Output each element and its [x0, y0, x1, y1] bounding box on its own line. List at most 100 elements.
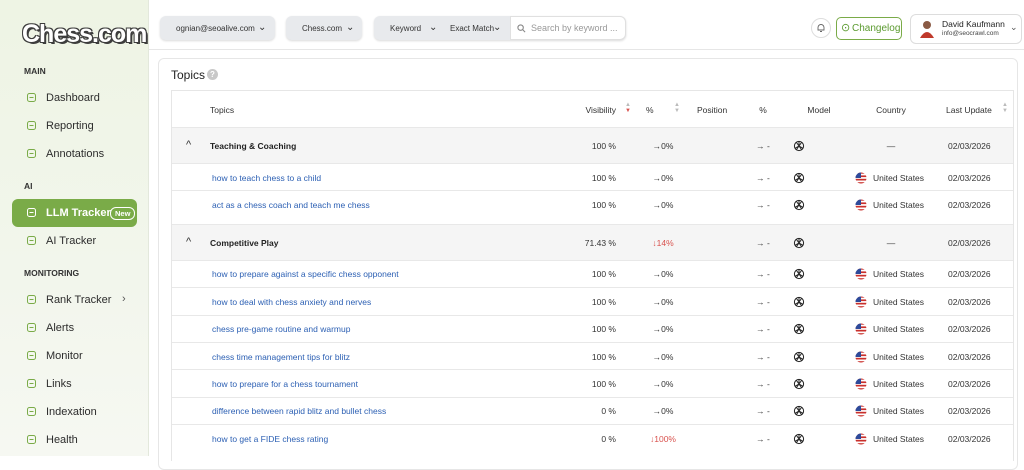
topic-row: how to get a FIDE chess rating 0 % ↓100% → …	[172, 424, 1013, 452]
column-header[interactable]: Visibility	[585, 105, 616, 115]
position: → -	[756, 324, 770, 335]
flag-icon	[855, 268, 867, 282]
column-header[interactable]: Last Update	[946, 105, 992, 115]
topic[interactable]: chess pre-game routine and warmup	[212, 324, 351, 335]
column-header[interactable]: %	[759, 105, 767, 115]
sort-icon[interactable]: ▲ ▼	[1002, 102, 1008, 114]
group-row[interactable]: ^ Teaching & Coaching 100 % →0% → - — 02/03/20…	[172, 127, 1013, 164]
model-icon	[793, 433, 805, 447]
match-type[interactable]: Exact Match	[450, 24, 495, 33]
group-row[interactable]: ^ Competitive Play 71.43 % ↓14% → - — 02/03/20…	[172, 223, 1013, 261]
country: United States	[873, 433, 925, 444]
nav-item[interactable]: LLM Tracker New	[12, 199, 137, 227]
flag-icon	[855, 296, 867, 310]
column-header[interactable]: Model	[807, 105, 831, 115]
user-email: info@seocrawl.com	[942, 30, 999, 37]
change: →0%	[652, 172, 674, 183]
nav-item[interactable]: Links	[12, 370, 137, 398]
nav-icon	[27, 149, 36, 158]
collapse-toggle[interactable]: ^	[186, 235, 192, 248]
position: → -	[756, 172, 770, 183]
search-input[interactable]: Search by keyword ...	[510, 16, 626, 40]
visibility: 100 %	[591, 379, 616, 390]
collapse-toggle[interactable]: ^	[186, 139, 192, 151]
position: → -	[756, 351, 770, 362]
topic-row: difference between rapid blitz and bulle…	[172, 396, 1013, 425]
topic[interactable]: how to prepare for a chess tournament	[212, 379, 358, 390]
changelog-label: Changelog	[852, 23, 901, 34]
account-select[interactable]: ognian@seoalive.com ⌄	[160, 16, 275, 40]
column-header[interactable]: %	[646, 105, 654, 115]
change: →0%	[652, 351, 674, 362]
country: United States	[873, 324, 925, 335]
visibility: 0 %	[601, 406, 616, 417]
nav-item[interactable]: Reporting	[12, 112, 137, 140]
topic[interactable]: act as a chess coach and teach me chess	[212, 200, 370, 211]
last-update: 02/03/2026	[948, 269, 991, 280]
nav-item[interactable]: Monitor	[12, 342, 137, 370]
nav-item[interactable]: Rank Tracker ›	[12, 286, 137, 314]
model-icon	[793, 140, 805, 154]
visibility: 100 %	[591, 351, 616, 362]
nav-item[interactable]: Indexation	[12, 398, 137, 426]
sort-icon[interactable]: ▲ ▼	[674, 102, 680, 114]
nav-icon	[27, 236, 36, 245]
topic[interactable]: how to deal with chess anxiety and nerve…	[212, 296, 372, 307]
model-icon	[793, 351, 805, 365]
nav-icon	[27, 93, 36, 102]
topic[interactable]: how to prepare against a specific chess …	[212, 269, 399, 280]
column-header: Topics	[210, 105, 235, 115]
flag-icon	[855, 323, 867, 337]
section-title: AI	[24, 181, 33, 191]
last-update: 02/03/2026	[948, 237, 991, 248]
logo[interactable]: Chess.com	[22, 20, 147, 48]
visibility: 100 %	[591, 324, 616, 335]
topic-row: how to prepare against a specific chess …	[172, 259, 1013, 288]
position: → -	[756, 406, 770, 417]
position: → -	[756, 237, 770, 248]
change: ↓14%	[652, 237, 674, 248]
column-header[interactable]: Position	[697, 105, 728, 115]
nav-label: Reporting	[46, 120, 94, 132]
model-icon	[793, 172, 805, 186]
nav-icon	[27, 351, 36, 360]
nav-icon	[27, 435, 36, 444]
country: United States	[873, 172, 925, 183]
visibility: 100 %	[591, 141, 616, 151]
user-menu[interactable]: David Kaufmann info@seocrawl.com ⌄	[910, 14, 1022, 44]
topics-table: Topics Visibility% Position% Model Country La…	[171, 90, 1014, 461]
panel-title: Topics	[171, 68, 206, 82]
position: → -	[756, 296, 770, 307]
last-update: 02/03/2026	[948, 296, 991, 307]
topic[interactable]: difference between rapid blitz and bulle…	[212, 406, 387, 417]
position: → -	[756, 141, 770, 151]
changelog-button[interactable]: ⊙ Changelog	[836, 17, 902, 40]
nav-label: Alerts	[46, 322, 75, 334]
last-update: 02/03/2026	[948, 324, 991, 335]
model-icon	[793, 237, 805, 251]
nav-item[interactable]: AI Tracker	[12, 227, 137, 255]
search-placeholder: Search by keyword ...	[531, 23, 618, 33]
nav-label: Health	[46, 434, 78, 446]
column-header[interactable]: Country	[876, 105, 906, 115]
flag-icon	[855, 405, 867, 419]
nav-item[interactable]: Dashboard	[12, 84, 137, 112]
topic[interactable]: chess time management tips for blitz	[212, 351, 350, 362]
filter-field[interactable]: Keyword	[390, 24, 422, 33]
notifications[interactable]	[811, 18, 831, 38]
topic[interactable]: how to teach chess to a child	[212, 172, 322, 183]
nav-label: Annotations	[46, 148, 105, 160]
nav-item[interactable]: Annotations	[12, 140, 137, 168]
nav-item[interactable]: Alerts	[12, 314, 137, 342]
topic[interactable]: how to get a FIDE chess rating	[212, 433, 329, 444]
nav-label: LLM Tracker	[46, 207, 111, 219]
project-select[interactable]: Chess.com ⌄	[286, 16, 362, 40]
sidebar: Chess.com MAIN Dashboard Reporting Annotati…	[0, 0, 149, 456]
help-icon[interactable]: ?	[207, 69, 218, 80]
flag-icon	[855, 433, 867, 447]
last-update: 02/03/2026	[948, 406, 991, 417]
nav-label: Links	[46, 378, 72, 390]
last-update: 02/03/2026	[948, 141, 991, 151]
nav-item[interactable]: Health	[12, 426, 137, 454]
sort-icon[interactable]: ▲ ▼	[625, 102, 631, 114]
